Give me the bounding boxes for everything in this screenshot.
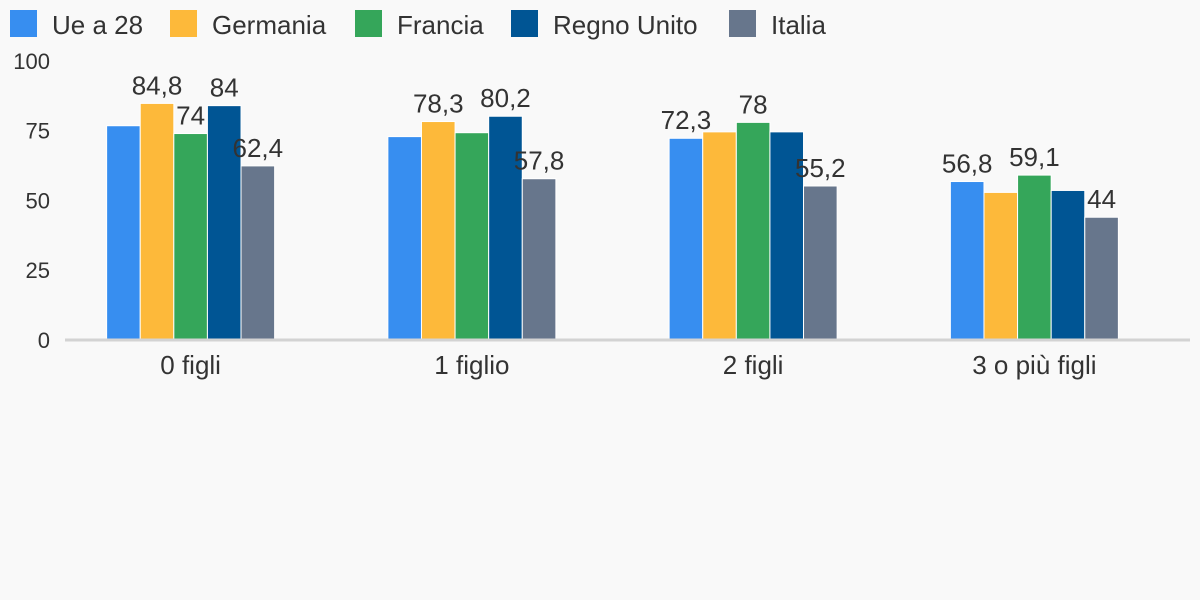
bar (1050, 189, 1086, 341)
y-tick-label: 75 (26, 119, 50, 144)
bar (387, 136, 422, 341)
data-label: 59,1 (1009, 142, 1060, 172)
bar (668, 137, 704, 341)
bar (735, 121, 771, 341)
bar (106, 125, 141, 341)
y-tick-label: 0 (38, 328, 50, 353)
data-label: 55,2 (795, 153, 846, 183)
data-label: 78 (739, 89, 768, 119)
data-label: 72,3 (661, 105, 712, 135)
bar (139, 102, 175, 341)
bar (702, 131, 737, 341)
data-label: 80,2 (480, 83, 531, 113)
bar (1017, 174, 1052, 341)
bar (420, 121, 456, 341)
legend-label: Regno Unito (553, 10, 698, 40)
y-tick-label: 25 (26, 258, 50, 283)
bar (803, 185, 838, 341)
legend-swatch (511, 10, 538, 37)
x-tick-label: 0 figli (160, 350, 221, 380)
legend-label: Ue a 28 (52, 10, 143, 40)
bar (949, 181, 985, 341)
data-label: 57,8 (514, 146, 565, 176)
x-tick-label: 1 figlio (434, 350, 509, 380)
data-label: 78,3 (413, 88, 464, 118)
data-label: 84,8 (132, 70, 183, 100)
y-tick-label: 100 (13, 49, 50, 74)
y-tick-label: 50 (26, 188, 50, 213)
bar (488, 115, 523, 341)
data-label: 56,8 (942, 148, 993, 178)
legend-swatch (170, 10, 197, 37)
data-label: 44 (1087, 184, 1116, 214)
bar (173, 133, 208, 341)
legend-swatch (10, 10, 37, 37)
data-label: 62,4 (233, 133, 284, 163)
bar (206, 105, 242, 341)
x-tick-label: 2 figli (723, 350, 784, 380)
x-tick-label: 3 o più figli (972, 350, 1096, 380)
bar (240, 165, 276, 341)
legend-swatch (355, 10, 382, 37)
data-label: 74 (176, 100, 205, 130)
legend-label: Francia (397, 10, 484, 40)
legend-label: Italia (771, 10, 826, 40)
bar (521, 178, 557, 341)
legend-swatch (729, 10, 756, 37)
legend-label: Germania (212, 10, 327, 40)
bar (983, 191, 1019, 341)
data-label: 84 (210, 73, 239, 103)
bar (454, 132, 490, 341)
bar (1084, 216, 1119, 341)
bar (769, 131, 805, 341)
